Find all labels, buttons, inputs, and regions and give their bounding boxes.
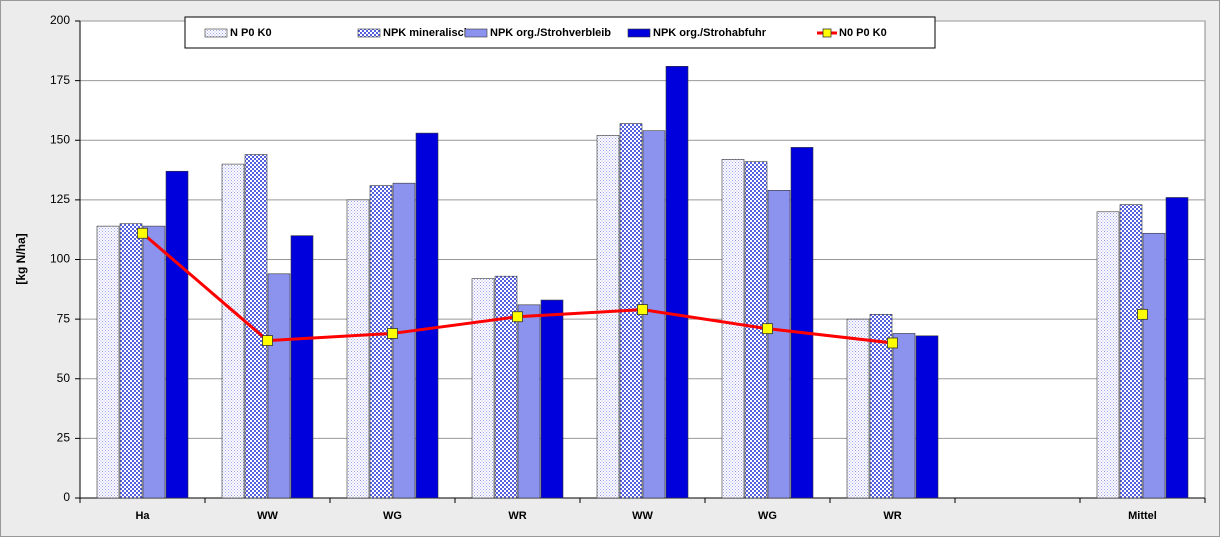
bar bbox=[790, 147, 814, 499]
legend-label: N P0 K0 bbox=[230, 27, 272, 39]
legend-swatch bbox=[357, 28, 381, 38]
x-tick-label: WW bbox=[632, 510, 653, 522]
legend-label: NPK mineralisch bbox=[383, 27, 471, 39]
bar bbox=[290, 235, 314, 499]
bar bbox=[415, 132, 439, 499]
bar bbox=[915, 335, 939, 499]
bar bbox=[392, 182, 416, 499]
y-tick-label: 50 bbox=[57, 371, 71, 385]
bar bbox=[1096, 211, 1120, 499]
bar bbox=[892, 333, 916, 499]
y-tick-label: 125 bbox=[50, 192, 70, 206]
bar bbox=[346, 199, 370, 499]
bar bbox=[1165, 197, 1189, 499]
y-tick-label: 75 bbox=[57, 311, 71, 325]
legend-label: N0 P0 K0 bbox=[839, 27, 887, 39]
bar bbox=[494, 275, 518, 499]
bar bbox=[767, 190, 791, 499]
bar bbox=[119, 223, 143, 499]
legend-marker bbox=[822, 28, 832, 38]
bar bbox=[596, 135, 620, 499]
line-marker bbox=[262, 335, 273, 346]
bar bbox=[244, 154, 268, 499]
line-marker bbox=[887, 337, 898, 349]
bar bbox=[221, 163, 245, 499]
x-tick-label: WR bbox=[508, 510, 526, 522]
x-tick-label: Ha bbox=[135, 510, 150, 522]
y-tick-label: 150 bbox=[50, 132, 70, 146]
x-tick-label: WG bbox=[758, 510, 777, 522]
line-marker bbox=[387, 328, 398, 339]
y-tick-label: 200 bbox=[50, 13, 70, 27]
y-tick-label: 25 bbox=[57, 431, 71, 445]
line-marker bbox=[137, 227, 148, 239]
y-axis-title: [kg N/ha] bbox=[14, 233, 28, 284]
bar bbox=[540, 299, 564, 499]
bar bbox=[721, 159, 745, 499]
bar bbox=[142, 225, 166, 499]
legend-label: NPK org./Strohverbleib bbox=[490, 27, 611, 39]
bar bbox=[665, 66, 689, 499]
bar bbox=[846, 318, 870, 499]
bar bbox=[1119, 204, 1143, 499]
x-tick-label: Mittel bbox=[1128, 510, 1157, 522]
x-tick-label: WG bbox=[383, 510, 402, 522]
y-tick-label: 175 bbox=[50, 73, 70, 87]
legend-swatch bbox=[204, 28, 228, 38]
bar bbox=[369, 185, 393, 499]
legend-label: NPK org./Strohabfuhr bbox=[653, 27, 767, 39]
bar bbox=[471, 278, 495, 499]
y-tick-label: 0 bbox=[63, 490, 70, 504]
bar bbox=[96, 225, 120, 499]
x-tick-label: WR bbox=[883, 510, 901, 522]
line-marker bbox=[512, 311, 523, 323]
line-marker bbox=[1137, 308, 1148, 320]
bar bbox=[869, 314, 893, 499]
legend-swatch bbox=[464, 28, 488, 38]
bar bbox=[165, 170, 189, 499]
line-marker bbox=[762, 323, 773, 335]
line-marker bbox=[637, 304, 648, 315]
legend-box bbox=[184, 16, 936, 49]
y-tick-label: 100 bbox=[50, 252, 70, 266]
bar bbox=[1142, 232, 1166, 499]
bar bbox=[267, 273, 291, 499]
legend-swatch bbox=[627, 28, 651, 38]
bar bbox=[517, 304, 541, 499]
x-tick-label: WW bbox=[257, 510, 278, 522]
